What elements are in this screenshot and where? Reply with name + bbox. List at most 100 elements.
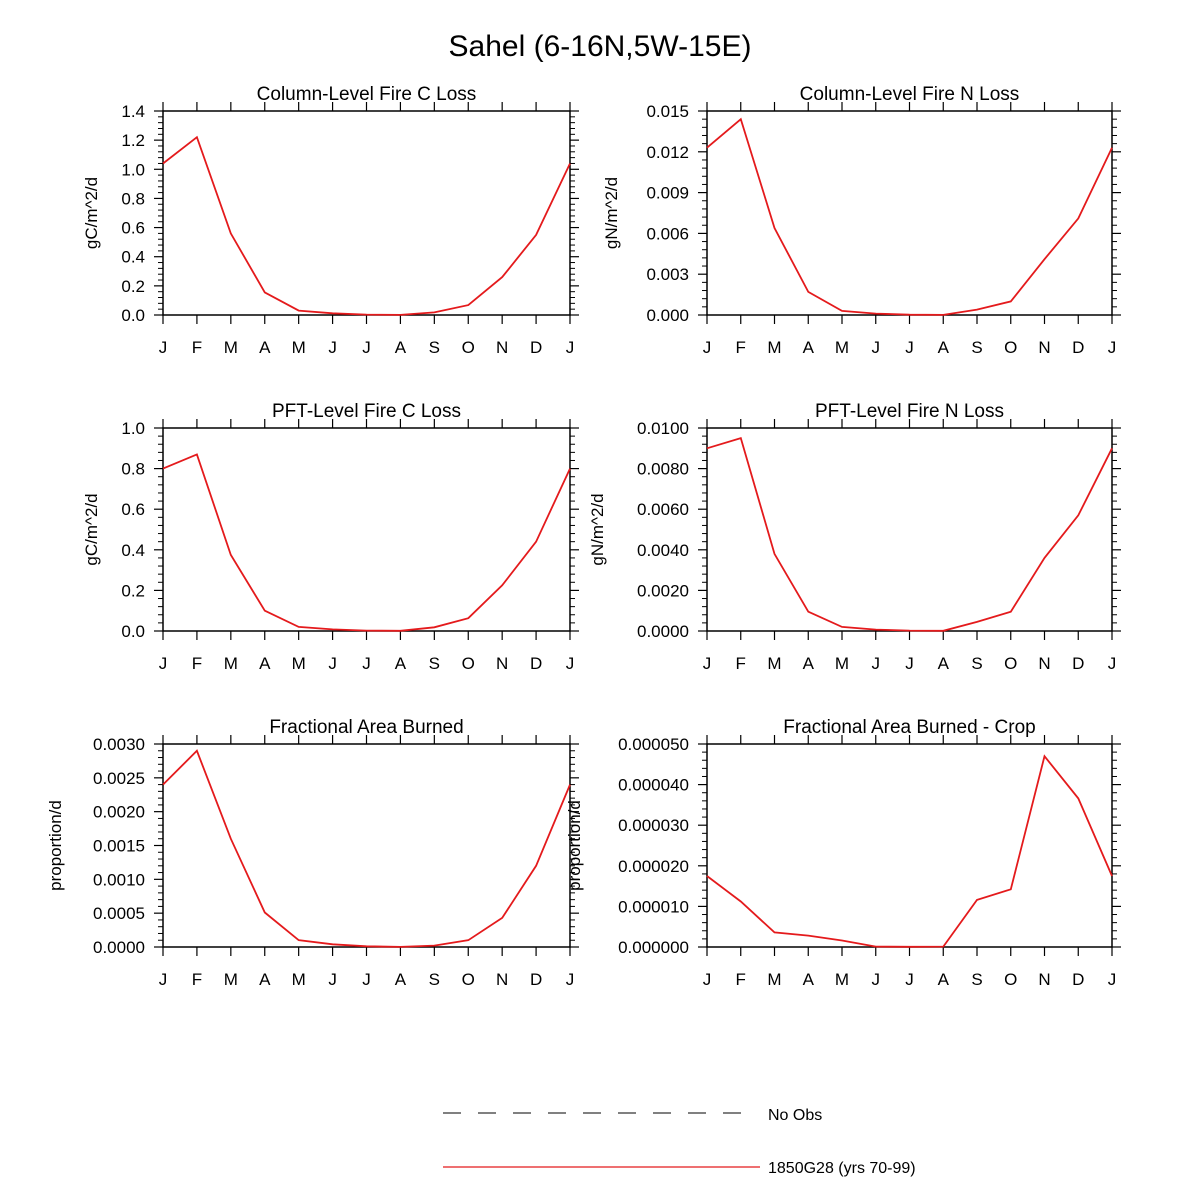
- y-axis-label: gN/m^2/d: [602, 177, 621, 249]
- y-axis-label: proportion/d: [565, 800, 584, 891]
- x-tick-label: A: [395, 970, 407, 989]
- y-tick-label: 0.000030: [618, 816, 689, 835]
- y-tick-label: 0.000010: [618, 897, 689, 916]
- panel-1: J F M A M J J A S O N D J 0.0 0.2 0.4 0.6 0.8 1.0 1.2 1.4 Col…: [82, 84, 579, 357]
- legend-series-label: 1850G28 (yrs 70-99): [768, 1160, 916, 1177]
- x-tick-label: S: [971, 338, 982, 357]
- x-tick-label: A: [259, 654, 271, 673]
- x-tick-label: O: [1004, 654, 1017, 673]
- y-tick-label: 0.000040: [618, 776, 689, 795]
- x-tick-label: M: [292, 970, 306, 989]
- x-tick-label: M: [767, 338, 781, 357]
- plot-frame: [706, 110, 1113, 316]
- x-tick-label: D: [1072, 654, 1084, 673]
- x-tick-label: A: [259, 970, 271, 989]
- x-tick-label: N: [1038, 338, 1050, 357]
- x-tick-label: F: [192, 338, 202, 357]
- x-tick-label: N: [1038, 970, 1050, 989]
- y-axis-label: gC/m^2/d: [82, 493, 101, 565]
- y-tick-label: 0.6: [121, 500, 145, 519]
- x-tick-label: J: [872, 970, 881, 989]
- y-tick-label: 0.0060: [637, 500, 689, 519]
- x-tick-label: J: [159, 970, 168, 989]
- x-tick-label: J: [328, 338, 337, 357]
- series-line: [162, 453, 571, 632]
- legend: No Obs 1850G28 (yrs 70-99): [443, 1107, 916, 1177]
- x-tick-label: S: [429, 970, 440, 989]
- x-tick-label: J: [328, 970, 337, 989]
- x-tick-label: J: [703, 970, 712, 989]
- x-tick-label: M: [224, 654, 238, 673]
- x-tick-label: S: [971, 654, 982, 673]
- plot-frame: [706, 743, 1113, 948]
- figure-title: Sahel (6-16N,5W-15E): [449, 30, 752, 63]
- x-tick-label: N: [496, 970, 508, 989]
- panel-title: Column-Level Fire N Loss: [800, 84, 1020, 105]
- x-tick-label: J: [566, 338, 575, 357]
- y-tick-label: 0.0020: [637, 581, 689, 600]
- y-axis-label: proportion/d: [46, 800, 65, 891]
- x-tick-label: O: [1004, 970, 1017, 989]
- x-tick-label: J: [566, 970, 575, 989]
- y-tick-label: 1.0: [121, 419, 145, 438]
- x-tick-label: M: [224, 338, 238, 357]
- x-tick-label: O: [462, 654, 475, 673]
- y-tick-label: 0.000000: [618, 938, 689, 957]
- x-tick-label: S: [429, 338, 440, 357]
- y-tick-label: 0.0020: [93, 803, 145, 822]
- y-tick-label: 0.009: [646, 184, 689, 203]
- legend-no-obs-label: No Obs: [768, 1107, 822, 1124]
- x-tick-label: A: [938, 338, 950, 357]
- plot-frame: [162, 743, 571, 948]
- panel-5: J F M A M J J A S O N D J 0.0000 0.0005 0.0010 0.0015 0.0…: [46, 717, 579, 989]
- x-tick-label: N: [496, 338, 508, 357]
- y-tick-label: 0.0100: [637, 419, 689, 438]
- panel-4: J F M A M J J A S O N D J 0.0000 0.0020 0.0040 0.0060 0.0…: [588, 401, 1121, 673]
- x-tick-label: S: [429, 654, 440, 673]
- y-tick-label: 0.2: [121, 581, 145, 600]
- y-tick-label: 0.4: [121, 541, 145, 560]
- x-tick-label: J: [362, 654, 371, 673]
- y-tick-label: 0.0080: [637, 460, 689, 479]
- y-tick-label: 1.2: [121, 131, 145, 150]
- y-tick-label: 0.015: [646, 102, 689, 121]
- x-tick-label: D: [1072, 338, 1084, 357]
- x-tick-label: J: [1108, 338, 1117, 357]
- panel-title: PFT-Level Fire C Loss: [272, 401, 461, 422]
- y-tick-label: 0.0010: [93, 870, 145, 889]
- panel-2: J F M A M J J A S O N D J 0.000 0.003 0.006 0.009 0.012 0.…: [602, 84, 1121, 357]
- y-axis-label: gC/m^2/d: [82, 177, 101, 249]
- x-tick-label: M: [835, 654, 849, 673]
- x-tick-label: F: [192, 654, 202, 673]
- x-tick-label: D: [530, 970, 542, 989]
- plot-frame: [162, 427, 571, 632]
- y-tick-label: 0.0015: [93, 837, 145, 856]
- y-tick-label: 0.000: [646, 306, 689, 325]
- y-tick-label: 0.4: [121, 248, 145, 267]
- y-tick-label: 0.8: [121, 460, 145, 479]
- y-tick-label: 0.0025: [93, 769, 145, 788]
- series-line: [706, 754, 1113, 948]
- panel-3: J F M A M J J A S O N D J 0.0 0.2 0.4 0.6 0.8 1.0 PFT-Level…: [82, 401, 579, 673]
- x-tick-label: N: [1038, 654, 1050, 673]
- x-tick-label: M: [292, 654, 306, 673]
- x-tick-label: J: [905, 970, 914, 989]
- x-tick-label: F: [736, 654, 746, 673]
- x-tick-label: A: [938, 654, 950, 673]
- y-tick-label: 0.006: [646, 224, 689, 243]
- x-tick-label: A: [803, 654, 815, 673]
- y-tick-label: 0.8: [121, 189, 145, 208]
- x-tick-label: F: [192, 970, 202, 989]
- x-tick-label: O: [462, 338, 475, 357]
- x-tick-label: J: [328, 654, 337, 673]
- y-tick-label: 0.2: [121, 277, 145, 296]
- y-tick-label: 0.0: [121, 306, 145, 325]
- panel-title: PFT-Level Fire N Loss: [815, 401, 1004, 422]
- y-tick-label: 0.0040: [637, 541, 689, 560]
- x-tick-label: N: [496, 654, 508, 673]
- y-tick-label: 0.0: [121, 622, 145, 641]
- x-tick-label: D: [530, 338, 542, 357]
- y-tick-label: 0.012: [646, 143, 689, 162]
- x-tick-label: A: [395, 654, 407, 673]
- x-tick-label: O: [462, 970, 475, 989]
